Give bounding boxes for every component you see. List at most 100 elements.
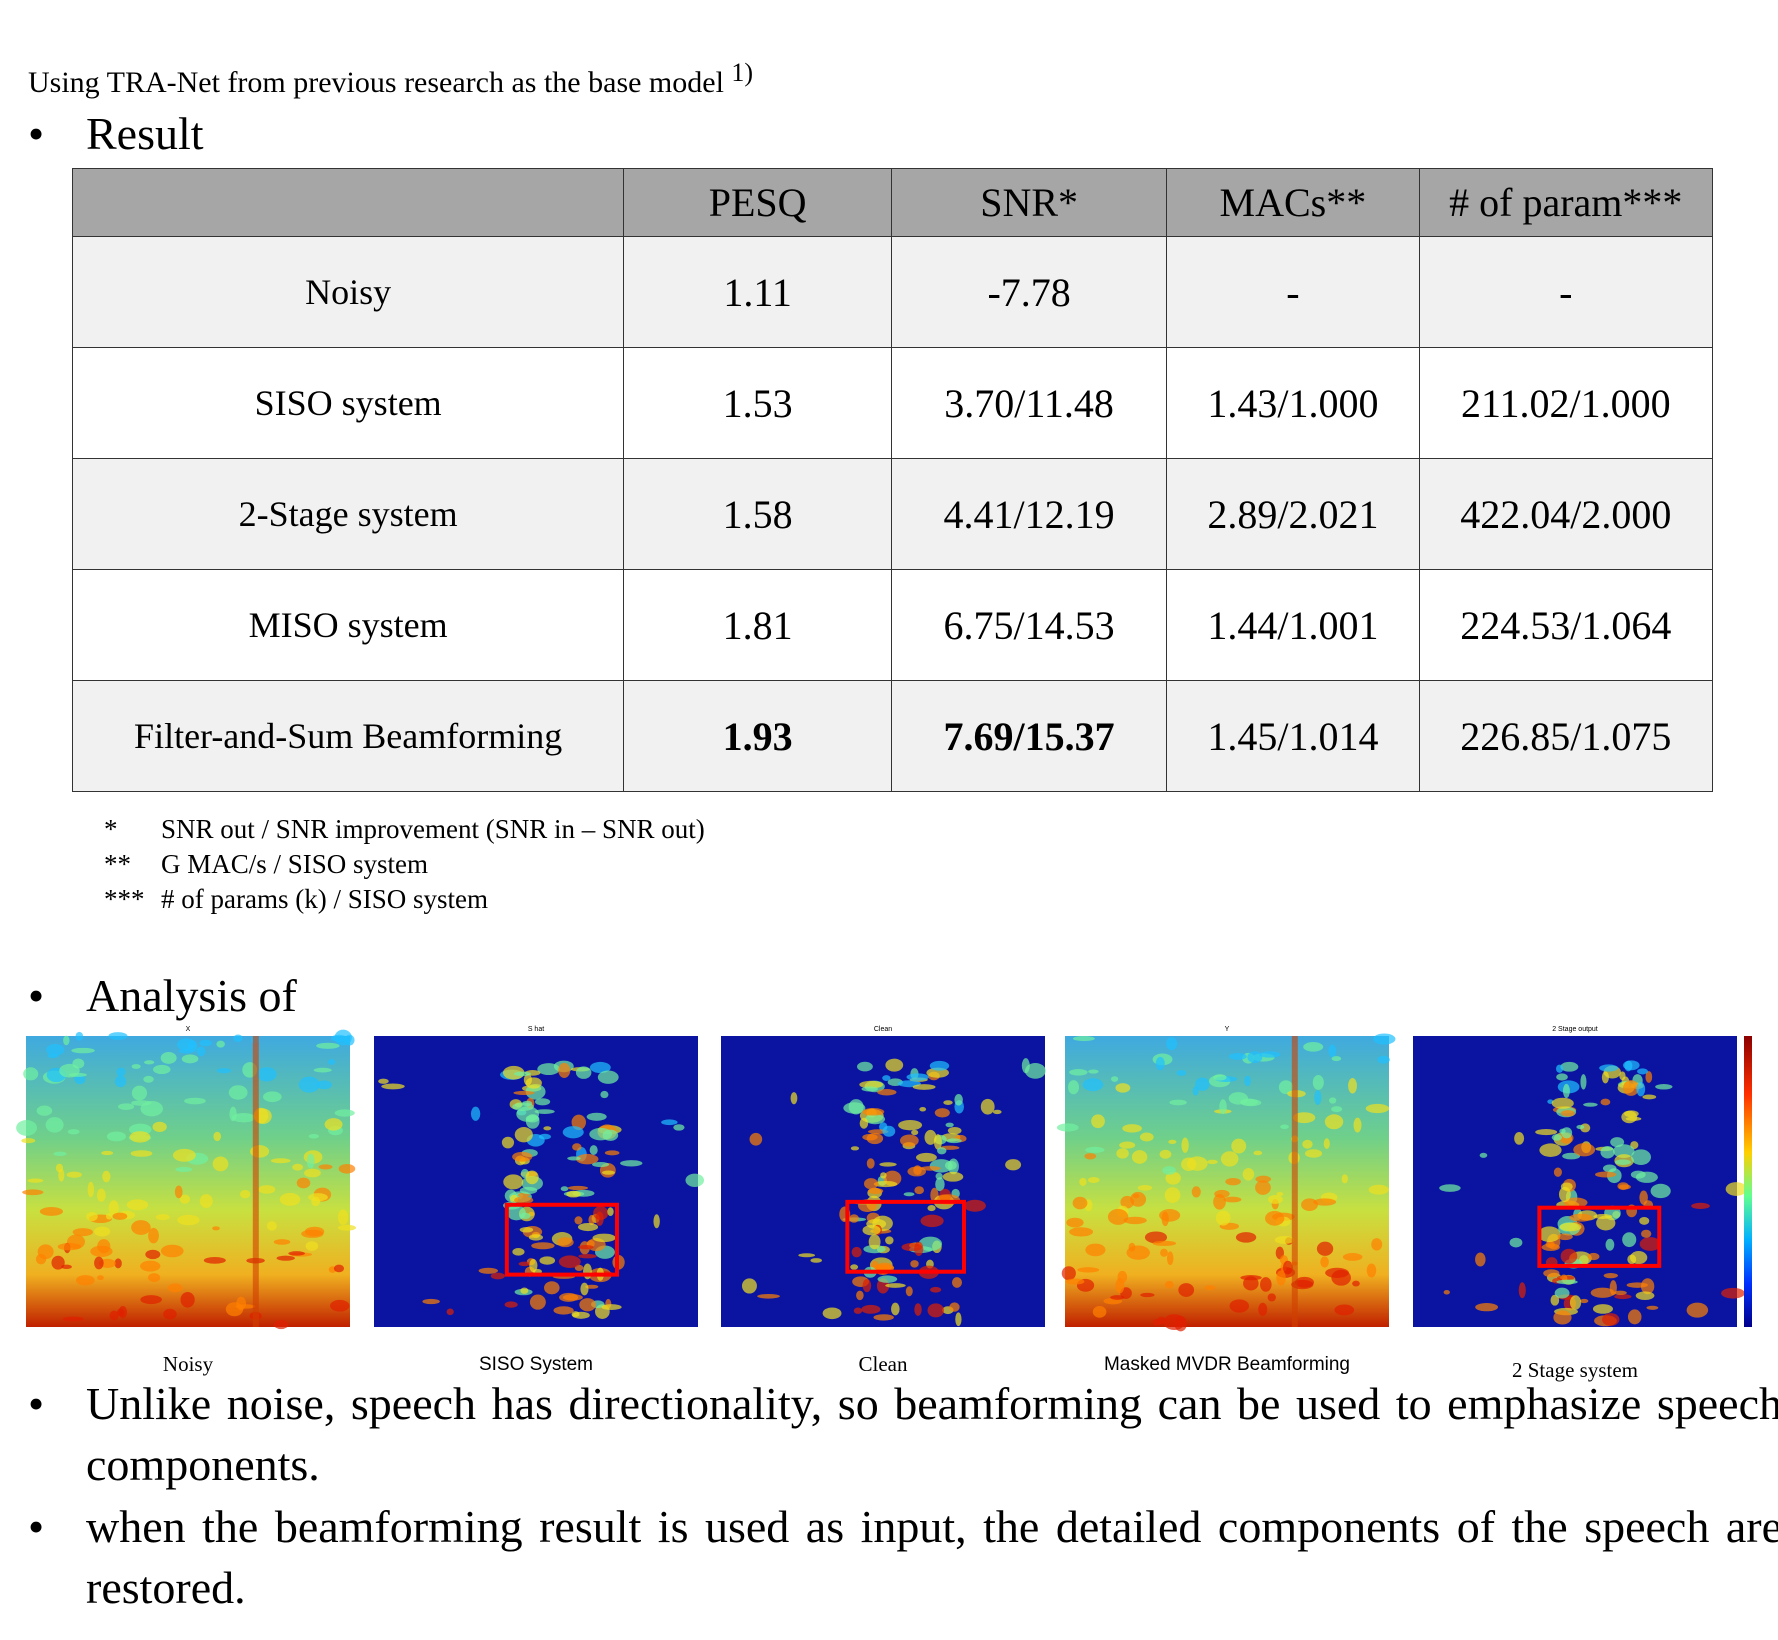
spectro-blob [97,1275,104,1281]
spectro-blob [576,1153,599,1165]
spectro-blob [87,1181,95,1198]
spectro-blob [273,1239,291,1245]
spectro-blob [924,1129,937,1145]
spectro-blob [1223,1196,1242,1203]
spectro-blob [148,1227,159,1244]
spectro-blob [1276,1270,1286,1286]
spectro-blob [1635,1171,1658,1183]
spectro-blob [180,1291,195,1308]
spectro-blob [566,1190,581,1198]
spectro-blob [1622,1232,1637,1248]
spectro-blob [1085,1146,1105,1153]
spectro-blob [862,1224,881,1236]
row-label: SISO system [71,347,625,459]
spectro-blob [1553,1167,1562,1177]
spectro-blob [176,1038,196,1051]
spectro-blob [1115,1083,1131,1093]
spectro-blob [181,1054,199,1064]
table-cell: 1.45/1.014 [1166,680,1420,792]
spectro-blob [980,1098,995,1115]
spectro-blob [1475,1303,1499,1312]
spectro-blob [862,1107,885,1116]
spectro-blob [1163,1314,1186,1330]
spectro-blob [1639,1237,1661,1251]
spectro-blob [1021,1058,1030,1074]
spectro-blob [620,1160,643,1167]
spectro-blob [1178,1283,1195,1297]
spectro-blob [144,1060,155,1065]
spectro-blob [1240,1098,1258,1106]
spectro-blob [1159,1208,1181,1222]
spectro-blob [1342,1253,1363,1261]
spectro-blob [514,1196,534,1204]
spectro-blob [1215,1210,1231,1226]
spectro-blob [301,1229,324,1238]
spectro-blob [1640,1278,1655,1295]
spectro-blob [992,1109,1002,1115]
spectro-blob [850,1264,859,1270]
row-label: 2-Stage system [71,458,625,570]
spectro-blob [1176,1069,1187,1076]
spectro-blob [1204,1285,1216,1291]
spectro-blob [1088,1069,1099,1074]
spectro-blob [880,1172,887,1179]
spectro-blob [94,1226,111,1237]
spectro-blob [866,1132,884,1145]
table-cell: 7.69/15.37 [891,680,1168,792]
spectro-blob [1242,1168,1255,1181]
spectro-blob [160,1052,177,1064]
spectro-blob [514,1071,532,1077]
spectro-blob [862,1278,872,1293]
spectro-blob [602,1129,619,1141]
spectro-blob [885,1283,906,1288]
spectro-blob [529,1294,546,1310]
spectro-blob [583,1263,592,1280]
speech-stripe [1291,1036,1298,1327]
spectro-blob [1439,1184,1461,1192]
spectro-blob [512,1248,525,1256]
table-cell: 4.41/12.19 [891,458,1168,570]
spectro-blob [337,1209,349,1225]
spectro-blob [1352,1280,1360,1287]
spectro-blob [1255,1175,1272,1183]
spectro-blob [1587,1252,1600,1261]
spectro-blob [964,1199,986,1212]
spectro-blob [1331,1106,1343,1113]
spectro-blob [130,1150,153,1157]
spectro-blob [503,1174,524,1190]
panel-caption: SISO System [478,1354,594,1375]
spectro-blob [46,1043,65,1056]
spectro-blob [153,1064,171,1075]
spectro-blob [504,1301,518,1308]
spectro-blob [588,1214,596,1226]
spectro-blob [592,1162,610,1168]
spectro-blob [579,1298,596,1312]
spectro-blob [1373,1033,1396,1045]
spectro-blob [859,1117,869,1129]
spectro-blob [172,1148,196,1162]
spectro-blob [174,1185,183,1199]
spectro-blob [601,1304,622,1311]
spectro-blob [574,1216,583,1225]
spectro-blob [51,1255,65,1270]
spectro-blob [1602,1164,1617,1173]
spectro-blob [920,1166,941,1171]
spectro-blob [930,1286,942,1293]
spectro-blob [810,1258,823,1263]
spectro-blob [1229,1299,1250,1313]
spectro-blob [913,1165,922,1176]
spectro-blob [216,1040,225,1048]
spectro-blob [263,1091,282,1103]
spectro-blob [308,1133,320,1139]
spectro-blob [1627,1309,1642,1325]
spectro-blob [1140,1292,1155,1298]
spectro-blob [1624,1060,1633,1072]
spectro-blob [1561,1127,1573,1139]
spectro-blob [851,1246,862,1258]
spectro-blob [1640,1229,1652,1238]
row-label: MISO system [71,569,625,681]
spectro-blob [140,1260,161,1272]
spectro-blob [1601,1071,1609,1084]
table-cell: 224.53/1.064 [1418,569,1714,681]
spectro-blob [528,1234,544,1241]
